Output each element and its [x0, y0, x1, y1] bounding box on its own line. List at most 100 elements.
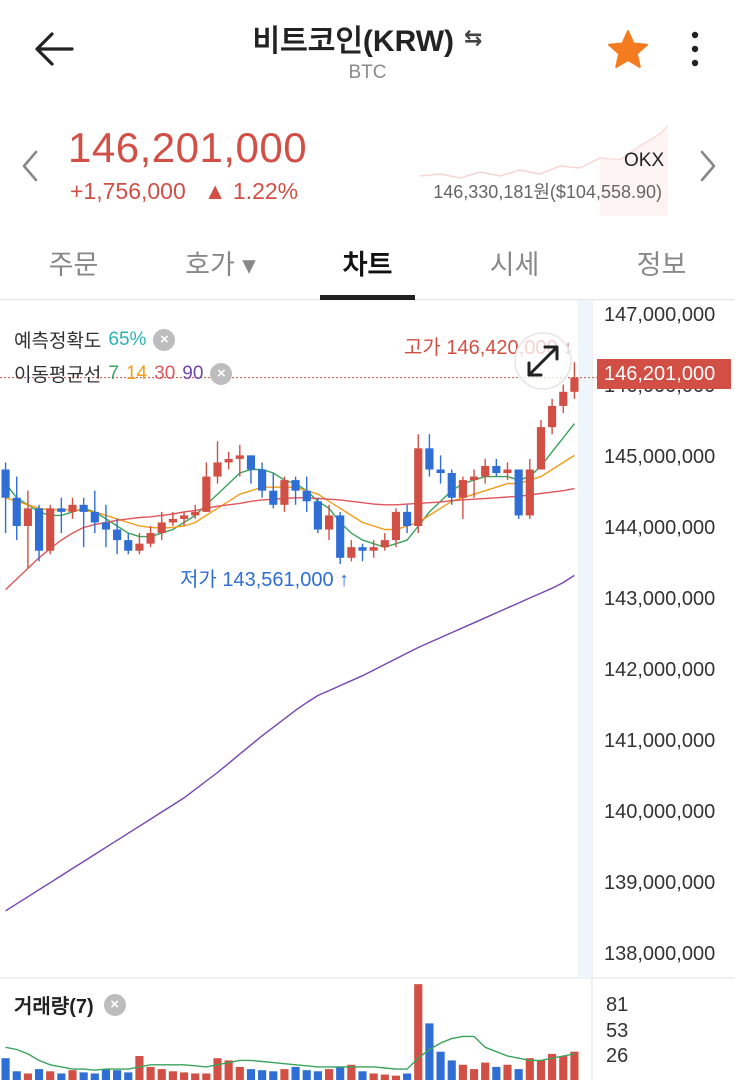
ma-7-line: [5, 423, 575, 548]
ma-30-line: [5, 487, 575, 591]
volume-bar: [503, 1064, 512, 1080]
volume-bar: [269, 1071, 278, 1080]
volume-tick: 81: [606, 994, 629, 1016]
volume-ma-line: [5, 1035, 575, 1071]
candle-body: [425, 448, 434, 470]
volume-bar: [458, 1064, 467, 1080]
reference-price: 146,330,181원($104,558.90): [433, 182, 662, 202]
candle-body: [302, 490, 311, 502]
volume-bar: [202, 1073, 211, 1080]
candle-body: [492, 465, 501, 474]
volume-legend: 거래량(7) ×: [14, 990, 126, 1019]
volume-tick: 26: [606, 1045, 629, 1067]
candle-body: [135, 543, 144, 551]
volume-bar: [101, 1069, 111, 1080]
tab-market[interactable]: 시세: [489, 250, 540, 280]
volume-bar: [79, 1072, 88, 1080]
volume-bar: [146, 1066, 155, 1080]
candle-body: [90, 511, 99, 523]
volume-bar: [391, 1075, 401, 1080]
favorite-star-icon[interactable]: [606, 28, 650, 70]
candle-body: [436, 469, 445, 474]
ma-14-label: 14: [125, 362, 148, 384]
volume-bar: [1, 1058, 10, 1080]
volume-bar: [291, 1066, 300, 1080]
y-tick: 147,000,000: [604, 304, 716, 326]
y-tick: 145,000,000: [604, 446, 716, 468]
exchange-name[interactable]: OKX: [624, 150, 665, 171]
y-tick: 143,000,000: [604, 588, 716, 610]
title-group[interactable]: 비트코인(KRW) ⇆: [0, 16, 735, 60]
volume-bar: [548, 1053, 557, 1080]
chevron-right-icon[interactable]: [692, 146, 722, 186]
expand-chart-icon[interactable]: [512, 330, 574, 392]
volume-bar: [514, 1069, 523, 1080]
volume-bar: [380, 1074, 389, 1080]
candle-body: [269, 490, 278, 505]
volume-bar: [280, 1069, 289, 1080]
prediction-label: 예측정확도: [14, 331, 102, 352]
candle-body: [447, 473, 456, 498]
more-menu-icon[interactable]: [680, 28, 710, 70]
close-prediction-icon[interactable]: ×: [153, 328, 176, 351]
tab-info[interactable]: 정보: [636, 250, 687, 280]
volume-bar: [157, 1069, 166, 1080]
candle-body: [570, 377, 579, 392]
y-tick: 138,000,000: [604, 943, 716, 965]
volume-bar: [191, 1073, 200, 1080]
prediction-value: 65%: [108, 328, 147, 350]
close-ma-icon[interactable]: ×: [210, 362, 233, 385]
candle-body: [481, 465, 490, 477]
chevron-left-icon[interactable]: [16, 146, 46, 186]
candle-body: [536, 427, 546, 470]
back-arrow-icon[interactable]: [30, 24, 80, 74]
tab-bar: 주문 호가 ▾ 차트 시세 정보: [0, 226, 735, 300]
candle-body: [548, 405, 557, 428]
volume-bar: [246, 1069, 256, 1080]
candle-body: [414, 448, 423, 526]
candle-body: [280, 480, 289, 505]
ma-90-label: 90: [182, 362, 204, 384]
chart-area[interactable]: 예측정확도 65% × 이동평균선 7 14 30 90 × 147,000,0…: [0, 300, 735, 1080]
volume-bar: [224, 1060, 233, 1080]
candle-body: [1, 469, 10, 498]
candle-body: [57, 508, 66, 512]
tab-order[interactable]: 주문: [48, 250, 99, 280]
candle-body: [324, 515, 334, 530]
candle-body: [179, 515, 189, 519]
volume-bar: [559, 1056, 568, 1080]
price-chart[interactable]: [0, 300, 735, 1080]
volume-bar: [302, 1070, 311, 1080]
volume-bar: [46, 1071, 55, 1080]
tab-orderbook[interactable]: 호가 ▾: [185, 250, 256, 280]
volume-bar: [469, 1069, 479, 1080]
tab-chart[interactable]: 차트: [294, 226, 441, 300]
candle-body: [380, 540, 389, 548]
volume-bar: [425, 1023, 434, 1080]
volume-bar: [492, 1066, 501, 1080]
candle-body: [124, 540, 133, 551]
volume-bar: [258, 1070, 267, 1080]
current-price: 146,201,000: [68, 124, 308, 171]
volume-label: 거래량(7): [14, 996, 94, 1018]
swap-icon[interactable]: ⇆: [464, 25, 483, 50]
volume-bar: [414, 984, 423, 1080]
y-tick: 139,000,000: [604, 872, 716, 894]
candle-body: [101, 522, 111, 530]
volume-bar: [124, 1072, 133, 1080]
sparkline-background: [420, 125, 669, 216]
candle-body: [469, 476, 479, 481]
close-volume-icon[interactable]: ×: [103, 993, 126, 1016]
candle-body: [79, 504, 88, 512]
candle-body: [258, 469, 267, 491]
volume-bar: [68, 1070, 77, 1080]
ma-label: 이동평균선: [14, 365, 102, 386]
ma-14-line: [5, 454, 575, 531]
volume-bar: [12, 1071, 21, 1080]
volume-bar: [90, 1073, 99, 1080]
y-tick: 140,000,000: [604, 801, 716, 823]
volume-bar: [235, 1066, 244, 1080]
candle-body: [458, 480, 467, 498]
candle-body: [525, 469, 534, 516]
volume-bar: [369, 1073, 378, 1080]
